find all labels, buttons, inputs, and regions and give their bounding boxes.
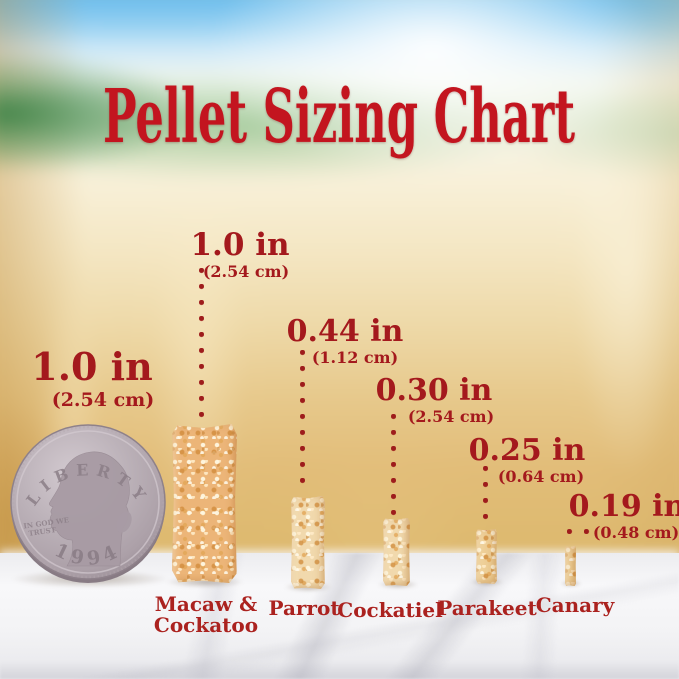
coin-motto-line2: TRUST xyxy=(28,525,57,538)
dotted-leader-macaw xyxy=(199,268,204,422)
bird-name-macaw: Macaw & Cockatoo xyxy=(153,592,259,637)
coin-reeded-rim xyxy=(11,425,165,579)
size-inches: 0.19 in xyxy=(568,489,679,524)
size-cm: (0.64 cm) xyxy=(497,467,585,486)
size-inches: 0.25 in xyxy=(468,433,586,468)
measurement-label-parrot: 0.44 in (1.12 cm) xyxy=(287,317,404,366)
bird-name-parrot: Parrot xyxy=(268,596,340,620)
bird-name-canary: Canary xyxy=(535,593,615,617)
pellet-cockatiel xyxy=(383,518,410,586)
size-inches: 0.30 in xyxy=(375,373,493,408)
coin-measurement-label: 1.0 in (2.54 cm) xyxy=(30,344,155,411)
washington-profile xyxy=(49,451,130,567)
size-cm: (2.54 cm) xyxy=(407,407,495,426)
coin-inner-rim xyxy=(16,430,160,574)
size-cm: (1.12 cm) xyxy=(311,348,399,367)
pellet-canary xyxy=(565,546,576,586)
coin-size-inches: 1.0 in xyxy=(31,344,153,389)
size-cm: (2.54 cm) xyxy=(202,262,290,281)
hair-queue xyxy=(116,511,132,533)
pellet-parrot xyxy=(291,496,325,589)
size-inches: 0.44 in xyxy=(286,314,404,349)
dotted-leader-canary xyxy=(567,529,597,534)
dotted-leader-cockatiel xyxy=(391,414,396,520)
size-inches: 1.0 in xyxy=(190,227,290,263)
coin-size-cm: (2.54 cm) xyxy=(51,389,155,411)
page-title: Pellet Sizing Chart xyxy=(103,74,575,160)
bird-name-parakeet: Parakeet xyxy=(437,596,537,620)
measurement-label-cockatiel: 0.30 in (2.54 cm) xyxy=(374,373,495,426)
pellet-macaw xyxy=(172,424,237,583)
dotted-leader-parakeet xyxy=(483,466,488,532)
quarter-coin: LIBERTY IN GOD WE TRUST 1994 xyxy=(10,424,166,583)
measurement-label-macaw: 1.0 in (2.54 cm) xyxy=(190,230,289,280)
size-cm: (0.48 cm) xyxy=(592,523,679,542)
dotted-leader-parrot xyxy=(300,350,305,494)
pellet-parakeet xyxy=(476,529,497,584)
title-banner: Pellet Sizing Chart xyxy=(103,74,575,160)
bird-name-cockatiel: Cockatiel xyxy=(337,598,443,622)
measurement-label-parakeet: 0.25 in (0.64 cm) xyxy=(469,436,586,485)
measurement-label-canary: 0.19 in (0.48 cm) xyxy=(569,492,679,541)
